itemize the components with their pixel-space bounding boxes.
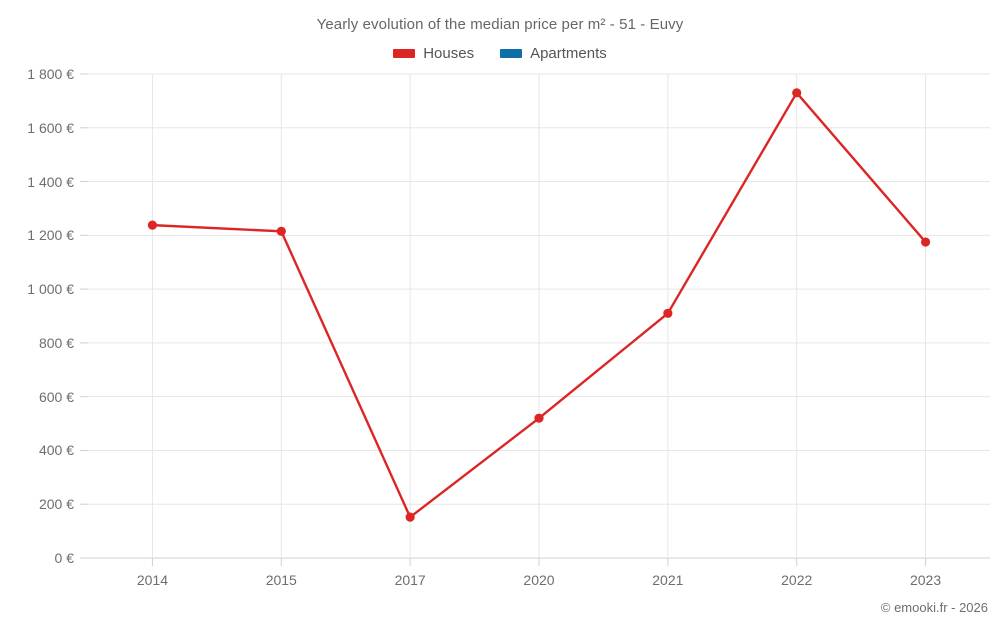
y-axis-tick-label: 1 000 €	[27, 281, 74, 298]
legend-swatch-houses	[393, 49, 416, 58]
data-point-houses[interactable]	[663, 308, 673, 318]
y-axis-tick-label: 1 600 €	[27, 119, 74, 136]
chart-legend: Houses Apartments	[0, 45, 1000, 62]
data-point-houses[interactable]	[920, 237, 931, 247]
x-axis-tick-label: 2015	[265, 572, 297, 588]
x-axis-tick-label: 2022	[781, 572, 813, 588]
y-axis-tick-label: 400 €	[38, 442, 74, 459]
y-axis-tick-label: 200 €	[38, 496, 74, 513]
data-point-houses[interactable]	[534, 413, 544, 423]
x-axis-tick-label: 2020	[523, 572, 555, 588]
legend-item-apartments[interactable]: Apartments	[500, 45, 607, 62]
data-point-houses[interactable]	[792, 88, 802, 98]
y-axis-tick-label: 600 €	[38, 388, 74, 405]
y-axis-tick-label: 1 800 €	[27, 66, 74, 82]
data-point-houses[interactable]	[405, 512, 415, 522]
y-axis-tick-label: 800 €	[38, 334, 74, 351]
x-axis-tick-label: 2023	[909, 572, 942, 588]
x-axis-tick-label: 2017	[394, 572, 426, 588]
credit-text: © emooki.fr - 2026	[880, 600, 988, 615]
data-point-houses[interactable]	[147, 220, 158, 230]
x-axis-tick-label: 2021	[652, 572, 684, 588]
legend-item-houses[interactable]: Houses	[393, 45, 474, 62]
y-axis-tick-label: 1 400 €	[27, 173, 74, 190]
data-point-houses[interactable]	[276, 226, 286, 236]
legend-swatch-apartments	[500, 49, 523, 58]
x-axis-tick-label: 2014	[136, 572, 168, 588]
y-axis-tick-label: 0 €	[54, 550, 74, 566]
y-axis-tick-label: 1 200 €	[27, 227, 74, 244]
legend-label-houses: Houses	[423, 45, 475, 62]
legend-label-apartments: Apartments	[530, 45, 607, 62]
chart-title: Yearly evolution of the median price per…	[316, 16, 684, 33]
